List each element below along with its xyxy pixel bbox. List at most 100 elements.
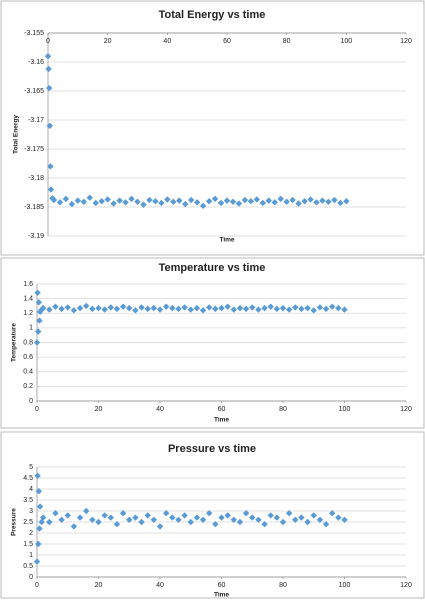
data-point [144,512,151,519]
y-tick-label: 1.4 [23,295,33,302]
data-point [104,196,111,203]
data-point [138,304,145,311]
x-tick-label: 40 [163,38,171,45]
y-tick-label: 5 [29,464,33,471]
y-tick-label: 4 [29,486,33,493]
data-point [289,196,296,204]
data-point [140,201,147,208]
x-tick-label: 60 [223,38,231,45]
x-tick-label: 80 [279,406,287,413]
data-point [116,197,123,204]
data-point [46,122,53,129]
y-tick-label: 2.5 [23,519,33,526]
data-point [119,303,127,310]
chart-frame [0,257,425,429]
data-point [206,510,213,517]
data-point [58,516,65,523]
data-point [253,196,261,203]
data-point [271,199,278,206]
y-tick-label: 0.2 [23,383,33,390]
chart-frame [0,431,425,599]
data-point [35,488,43,495]
y-axis-title: Temperature [11,323,18,362]
x-tick-label: 100 [339,406,351,413]
data-point [273,305,281,313]
data-point [217,199,225,207]
x-tick-label: 40 [156,406,164,413]
data-point [176,197,183,204]
data-point [212,521,219,528]
x-tick-label: 0 [35,406,39,413]
data-point [335,304,342,312]
data-point [64,304,71,311]
data-point [181,304,188,311]
data-point [343,198,350,205]
y-tick-label: -3.16 [28,59,44,66]
data-point [182,200,189,208]
data-point [70,307,78,314]
data-point [292,304,299,311]
data-point [152,198,159,205]
data-point [150,304,158,312]
data-point [199,202,207,210]
data-point [285,510,293,517]
chart-title: Total Energy vs time [159,9,266,21]
data-point [101,306,108,313]
data-point [322,521,330,528]
data-point [44,53,52,60]
data-point [187,518,194,526]
data-point [242,305,250,313]
y-tick-label: 0 [29,574,33,581]
data-point [132,514,139,521]
y-tick-label: 0.4 [23,369,33,376]
x-tick-label: 0 [35,582,39,589]
chart-frame [0,0,425,256]
data-point [301,198,308,205]
data-point [285,306,293,313]
x-axis-title: Time [214,417,229,424]
data-point [236,304,244,312]
y-tick-label: -3.185 [24,204,44,211]
data-point [279,304,287,312]
data-point [162,510,170,517]
y-tick-label: 0.6 [23,354,33,361]
data-point [45,65,52,73]
data-point [36,317,43,324]
data-point [95,304,102,312]
data-point [33,558,41,565]
y-tick-label: -3.155 [24,30,44,37]
y-tick-label: 1.6 [23,281,33,288]
data-point [47,186,55,193]
x-tick-label: 20 [104,38,112,45]
data-point [218,304,225,312]
y-axis-title: Pressure [11,508,18,536]
data-point [267,303,274,310]
data-point [156,523,164,530]
x-tick-label: 40 [156,582,164,589]
data-point [329,510,336,517]
y-tick-label: 0.8 [23,339,33,346]
data-point [35,299,43,306]
data-point [162,303,170,310]
data-point [325,198,332,205]
data-point [146,196,153,204]
data-point [35,540,42,548]
data-point [304,518,311,526]
y-tick-label: 4.5 [23,475,33,482]
x-tick-label: 80 [279,582,287,589]
data-point [101,512,108,519]
data-point [95,518,102,526]
data-point [47,163,54,170]
data-point [175,516,182,523]
chart-title: Temperature vs time [159,262,266,274]
data-point [98,198,105,205]
data-point [56,199,64,206]
data-point [236,518,244,526]
data-point [86,194,93,201]
data-point [169,304,176,312]
x-tick-label: 0 [46,38,50,45]
data-point [224,512,231,519]
data-point [187,306,194,313]
data-point [255,516,262,523]
